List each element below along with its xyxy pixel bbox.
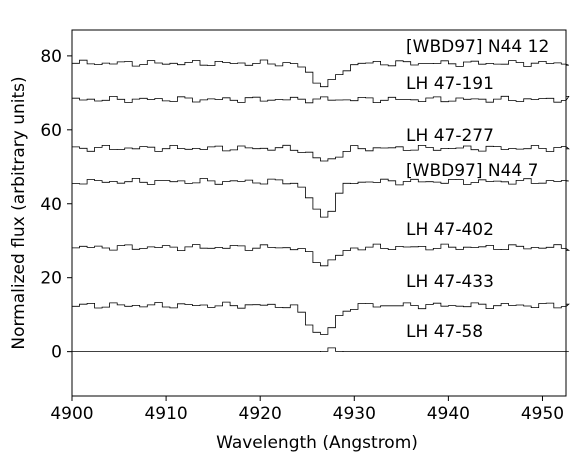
y-tick-label: 0 — [51, 343, 62, 363]
x-axis: 4900 4910 4920 4930 4940 4950 — [50, 396, 564, 424]
spectrum-line-lh-47-402 — [72, 243, 571, 267]
spectra-lines — [72, 59, 571, 352]
spectra-labels: [WBD97] N44 12 LH 47-191 LH 47-277 [WBD97] … — [406, 37, 549, 342]
y-axis-title: Normalized flux (arbitrary units) — [9, 76, 29, 349]
series-label-lh-47-277: LH 47-277 — [406, 126, 494, 146]
spectrum-line-lh-47-191 — [72, 95, 570, 104]
series-label-lh-47-433: LH 47-433 — [406, 272, 494, 292]
x-tick-label: 4910 — [144, 404, 187, 424]
x-tick-label: 4920 — [239, 404, 282, 424]
x-tick-label: 4940 — [427, 404, 470, 424]
plot-frame — [71, 29, 567, 397]
spectrum-line-lh-47-58 — [72, 347, 569, 352]
y-tick-label: 40 — [40, 195, 62, 215]
x-tick-label: 4930 — [333, 404, 376, 424]
spectrum-line-lh-47-277 — [72, 144, 570, 162]
x-tick-label: 4900 — [50, 404, 93, 424]
x-tick-label: 4950 — [521, 404, 564, 424]
series-label-lh-47-58: LH 47-58 — [406, 322, 483, 342]
spectrum-line-wbd97-n44-7 — [72, 178, 569, 218]
y-tick-label: 60 — [40, 121, 62, 141]
series-label-lh-47-191: LH 47-191 — [406, 74, 494, 94]
spectrum-line-lh-47-433 — [72, 301, 570, 335]
series-label-wbd97-n44-7: [WBD97] N44 7 — [406, 161, 538, 181]
series-label-lh-47-402: LH 47-402 — [406, 220, 494, 240]
x-axis-title: Wavelength (Angstrom) — [216, 433, 418, 453]
spectrum-line-wbd97-n44-12 — [72, 59, 569, 88]
series-label-wbd97-n44-12: [WBD97] N44 12 — [406, 37, 549, 57]
y-tick-label: 80 — [40, 47, 62, 67]
y-tick-label: 20 — [40, 269, 62, 289]
y-axis: 0 20 40 60 80 — [40, 47, 72, 363]
